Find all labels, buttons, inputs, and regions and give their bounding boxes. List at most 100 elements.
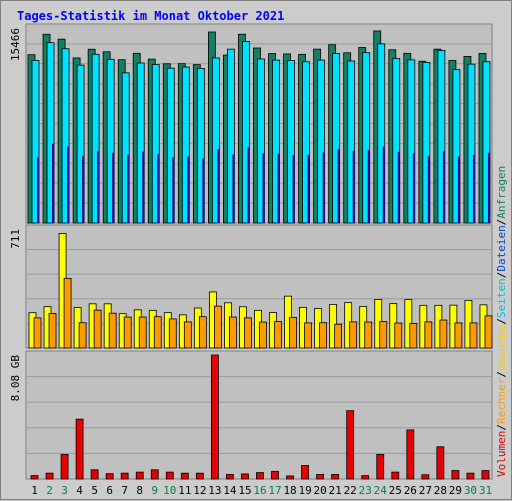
legend-entry-volumen: Volumen — [495, 431, 508, 477]
x-tick-label-22: 22 — [344, 484, 357, 497]
bar-top-dateien-27 — [427, 156, 430, 223]
bar-middle-rechner-8 — [138, 316, 147, 349]
bar-top-seiten-1 — [31, 60, 40, 224]
bar-bottom-volumen-24 — [376, 454, 385, 480]
legend-separator: / — [495, 318, 508, 325]
bar-top-seiten-2 — [46, 42, 55, 224]
bar-top-dateien-23 — [367, 150, 370, 223]
bar-top-dateien-10 — [172, 157, 175, 223]
legend-entry-rechner: Rechner — [495, 377, 508, 424]
bar-top-dateien-19 — [307, 154, 310, 223]
bar-top-dateien-21 — [337, 149, 340, 223]
bar-top-seiten-23 — [362, 52, 371, 224]
bar-bottom-volumen-31 — [481, 470, 490, 480]
bar-bottom-volumen-6 — [105, 473, 114, 480]
bar-middle-rechner-15 — [244, 317, 252, 349]
bar-top-seiten-4 — [76, 64, 85, 224]
bar-bottom-volumen-15 — [241, 473, 249, 480]
x-tick-label-26: 26 — [404, 484, 417, 497]
bar-top-seiten-22 — [347, 60, 356, 224]
x-tick-label-12: 12 — [193, 484, 206, 497]
bar-top-seiten-16 — [257, 58, 265, 224]
x-tick-label-31: 31 — [479, 484, 492, 497]
legend-separator: / — [495, 424, 508, 431]
bar-top-seiten-24 — [377, 43, 386, 224]
x-tick-label-16: 16 — [253, 484, 266, 497]
bar-top-dateien-22 — [352, 150, 355, 223]
bar-bottom-volumen-23 — [361, 475, 370, 480]
bar-middle-rechner-14 — [229, 316, 237, 349]
bar-top-dateien-7 — [127, 154, 130, 223]
x-tick-label-29: 29 — [449, 484, 462, 497]
bar-top-seiten-8 — [136, 62, 145, 224]
bar-top-dateien-28 — [442, 151, 445, 223]
legend-separator: / — [495, 219, 508, 226]
bar-middle-rechner-4 — [78, 322, 87, 349]
bar-top-dateien-31 — [487, 152, 490, 223]
bar-bottom-volumen-4 — [75, 418, 84, 480]
bar-top-seiten-29 — [452, 69, 461, 224]
bar-middle-rechner-10 — [168, 318, 177, 349]
x-tick-label-1: 1 — [31, 484, 38, 497]
bar-bottom-volumen-14 — [226, 473, 234, 480]
x-tick-label-28: 28 — [434, 484, 447, 497]
bar-top-dateien-20 — [322, 152, 325, 223]
bar-middle-rechner-16 — [259, 321, 267, 349]
bar-top-seiten-18 — [287, 60, 295, 224]
bar-middle-rechner-13 — [213, 305, 222, 349]
x-tick-label-21: 21 — [329, 484, 342, 497]
bar-top-dateien-11 — [187, 156, 190, 223]
legend-separator: / — [495, 371, 508, 378]
bar-bottom-volumen-27 — [421, 474, 430, 480]
bar-bottom-volumen-13 — [210, 354, 219, 480]
panel-bottom — [25, 350, 493, 480]
bar-middle-rechner-11 — [183, 321, 192, 349]
x-tick-label-13: 13 — [208, 484, 221, 497]
bar-top-dateien-3 — [67, 146, 70, 223]
bar-bottom-volumen-20 — [316, 473, 325, 480]
x-tick-label-23: 23 — [359, 484, 372, 497]
bar-bottom-volumen-8 — [135, 471, 144, 480]
bar-middle-rechner-6 — [108, 312, 117, 349]
bar-top-seiten-27 — [422, 61, 431, 224]
bar-bottom-volumen-16 — [256, 472, 264, 480]
bar-top-seiten-6 — [106, 58, 115, 224]
bar-middle-rechner-2 — [48, 313, 57, 349]
bar-bottom-volumen-5 — [90, 469, 99, 480]
bar-middle-rechner-17 — [274, 321, 282, 349]
legend-separator: / — [495, 272, 508, 279]
bar-top-dateien-30 — [472, 154, 475, 223]
bar-top-seiten-9 — [151, 64, 160, 224]
x-tick-label-5: 5 — [91, 484, 98, 497]
bar-top-dateien-14 — [232, 154, 235, 223]
bar-bottom-volumen-19 — [301, 465, 309, 480]
x-tick-label-25: 25 — [389, 484, 402, 497]
x-tick-label-10: 10 — [163, 484, 176, 497]
x-tick-label-15: 15 — [238, 484, 251, 497]
x-tick-label-3: 3 — [61, 484, 68, 497]
bar-top-dateien-29 — [457, 156, 460, 223]
bar-top-dateien-25 — [397, 151, 400, 223]
bar-top-seiten-12 — [196, 68, 205, 224]
bar-bottom-volumen-25 — [391, 471, 400, 480]
x-tick-label-24: 24 — [374, 484, 388, 497]
bar-top-seiten-3 — [61, 48, 70, 224]
bar-bottom-volumen-26 — [406, 429, 415, 480]
bar-middle-rechner-26 — [409, 323, 418, 349]
x-tick-label-7: 7 — [121, 484, 128, 497]
x-tick-label-4: 4 — [76, 484, 83, 497]
legend-entry-besuche: Besuche — [495, 325, 508, 371]
bar-middle-rechner-19 — [304, 322, 312, 349]
bar-top-seiten-13 — [211, 57, 220, 224]
bar-middle-rechner-23 — [364, 321, 373, 349]
bar-middle-rechner-5 — [93, 309, 102, 349]
bar-bottom-volumen-3 — [60, 454, 69, 480]
bar-top-dateien-17 — [277, 153, 280, 223]
bar-top-dateien-15 — [247, 147, 250, 223]
bar-top-seiten-19 — [302, 61, 310, 224]
legend-entry-seiten: Seiten — [495, 278, 508, 318]
x-tick-label-11: 11 — [178, 484, 191, 497]
bar-middle-rechner-31 — [484, 315, 493, 349]
bar-bottom-volumen-18 — [286, 475, 294, 480]
